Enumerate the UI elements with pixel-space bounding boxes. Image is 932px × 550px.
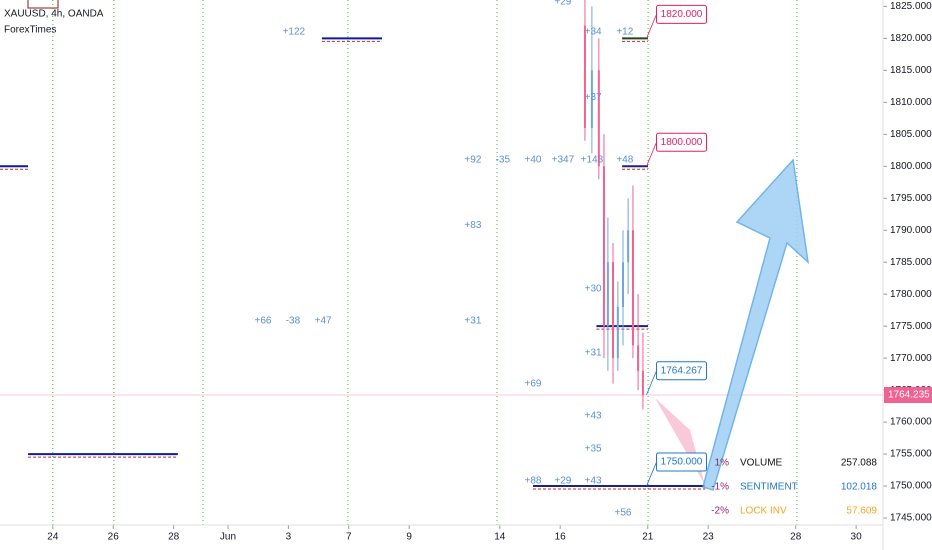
candle-body <box>641 370 644 396</box>
candle-body <box>627 230 630 263</box>
price-callout <box>656 452 708 472</box>
candle-body <box>597 70 600 167</box>
price-callout-label: 1800.000 <box>661 137 703 148</box>
stat-value: 257.088 <box>841 458 878 469</box>
annotation: +66 <box>255 316 272 327</box>
y-tick-label: 1815.000 <box>890 65 932 76</box>
x-tick-label: 30 <box>851 532 863 543</box>
callout-line <box>646 461 657 487</box>
x-tick-label: 23 <box>703 532 715 543</box>
candle-body <box>602 166 605 327</box>
annotation: -35 <box>496 155 511 166</box>
y-tick-label: 1820.000 <box>890 33 932 44</box>
x-tick-label: 3 <box>286 532 292 543</box>
annotation: +347 <box>552 155 575 166</box>
x-tick-label: 14 <box>494 532 506 543</box>
candle-body <box>590 70 593 128</box>
x-tick-label: 21 <box>642 532 654 543</box>
x-tick-label: 28 <box>790 532 802 543</box>
annotation: +31 <box>464 316 481 327</box>
candle-body <box>631 230 634 346</box>
y-tick-label: 1790.000 <box>890 225 932 236</box>
annotation: +47 <box>315 316 332 327</box>
annotation: +48 <box>616 155 633 166</box>
x-tick-label: 9 <box>406 532 412 543</box>
annotation: +43 <box>585 476 602 487</box>
y-tick-label: 1770.000 <box>890 353 932 364</box>
stat-name: VOLUME <box>740 458 783 469</box>
candle-body <box>612 262 615 359</box>
price-callout <box>656 132 708 152</box>
annotation: +35 <box>585 444 602 455</box>
candle-body <box>583 25 586 128</box>
candle-body <box>616 306 619 359</box>
callout-line <box>646 142 657 167</box>
price-callout-label: 1750.000 <box>661 457 703 468</box>
callout-line <box>646 14 657 39</box>
annotation: +12 <box>616 27 633 38</box>
annotation: +40 <box>525 155 542 166</box>
stat-change: -2% <box>711 506 729 517</box>
y-tick-label: 1780.000 <box>890 289 932 300</box>
x-tick-label: 24 <box>47 532 59 543</box>
annotation: +56 <box>615 508 632 519</box>
annotation: +69 <box>525 378 542 389</box>
y-tick-label: 1825.000 <box>890 1 932 12</box>
chart-title: XAUUSD, 4h, OANDA <box>4 9 104 20</box>
stat-value: 102.018 <box>841 482 878 493</box>
annotation: +122 <box>283 27 306 38</box>
y-tick-label: 1745.000 <box>890 513 932 524</box>
y-tick-label: 1785.000 <box>890 257 932 268</box>
stat-value: 57.609 <box>846 506 877 517</box>
price-callout <box>656 4 708 24</box>
x-tick-label: 7 <box>346 532 352 543</box>
price-callout-label: 1820.000 <box>661 9 703 20</box>
annotation: +143 <box>581 155 604 166</box>
y-tick-label: 1800.000 <box>890 161 932 172</box>
stat-change: -1% <box>711 482 729 493</box>
last-price-tag <box>884 387 932 404</box>
annotation: +31 <box>585 348 602 359</box>
y-tick-label: 1810.000 <box>890 97 932 108</box>
x-tick-label: 26 <box>108 532 120 543</box>
chart-subtitle: ForexTimes <box>4 25 56 36</box>
annotation: -38 <box>286 316 301 327</box>
x-tick-label: 28 <box>168 532 180 543</box>
stat-name: SENTIMENT <box>740 482 798 493</box>
candle-body <box>621 262 624 307</box>
annotation: +34 <box>585 27 602 38</box>
price-callout <box>656 361 708 381</box>
y-tick-label: 1775.000 <box>890 321 932 332</box>
annotation: +37 <box>585 92 602 103</box>
stat-change: 1% <box>715 458 730 469</box>
annotation: +92 <box>464 155 481 166</box>
stat-name: LOCK INV <box>740 506 787 517</box>
annotation: +83 <box>464 220 481 231</box>
candle-body <box>637 345 640 371</box>
candle-body <box>606 262 609 327</box>
callout-line <box>646 370 657 395</box>
price-callout-label: 1764.267 <box>661 365 703 376</box>
last-price-label: 1764.235 <box>888 390 930 401</box>
annotation: +29 <box>554 0 571 8</box>
y-tick-label: 1755.000 <box>890 449 932 460</box>
y-tick-label: 1750.000 <box>890 481 932 492</box>
annotation: +88 <box>525 476 542 487</box>
y-tick-label: 1760.000 <box>890 417 932 428</box>
annotation: +43 <box>585 410 602 421</box>
up-arrow <box>702 158 810 491</box>
annotation: +30 <box>585 284 602 295</box>
box <box>27 0 59 9</box>
x-tick-label: 16 <box>555 532 567 543</box>
y-tick-label: 1795.000 <box>890 193 932 204</box>
x-tick-label: Jun <box>220 532 236 543</box>
annotation: +29 <box>554 476 571 487</box>
y-tick-label: 1805.000 <box>890 129 932 140</box>
